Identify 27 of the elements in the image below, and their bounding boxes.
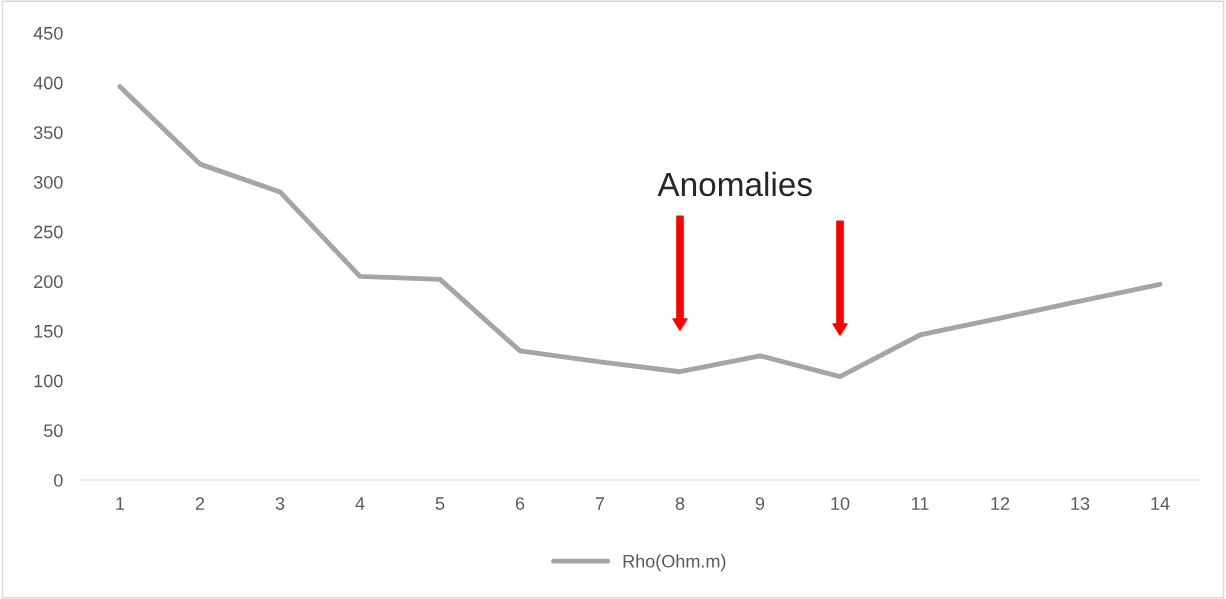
y-tick-label: 300 (33, 175, 63, 189)
x-tick-label: 6 (515, 497, 525, 510)
x-tick-label: 5 (435, 497, 445, 510)
x-tick-label: 13 (1071, 497, 1090, 510)
legend-label: Rho(Ohm.m) (623, 554, 726, 572)
y-tick-label: 0 (54, 473, 63, 487)
x-tick-label: 12 (991, 497, 1010, 510)
y-tick-label: 200 (34, 275, 63, 289)
x-tick-label: 10 (831, 497, 850, 510)
y-tick-label: 150 (34, 324, 63, 338)
x-tick-label: 8 (675, 497, 685, 510)
x-tick-label: 4 (355, 497, 365, 510)
y-tick-label: 400 (33, 76, 63, 90)
x-tick-label: 11 (912, 497, 929, 510)
x-tick-label: 1 (116, 497, 125, 510)
y-tick-label: 50 (43, 424, 63, 438)
y-tick-label: 100 (34, 374, 63, 388)
y-tick-label: 250 (34, 225, 63, 239)
y-tick-label: 350 (33, 126, 63, 140)
annotation: Anomalies (657, 171, 812, 197)
x-tick-label: 7 (595, 497, 605, 510)
x-tick-label: 2 (195, 497, 205, 510)
x-tick-label: 14 (1151, 497, 1170, 510)
y-tick-label: 450 (33, 26, 63, 40)
line-series (117, 84, 1163, 380)
x-tick-label: 9 (755, 497, 765, 510)
x-tick-label: 3 (275, 497, 285, 510)
